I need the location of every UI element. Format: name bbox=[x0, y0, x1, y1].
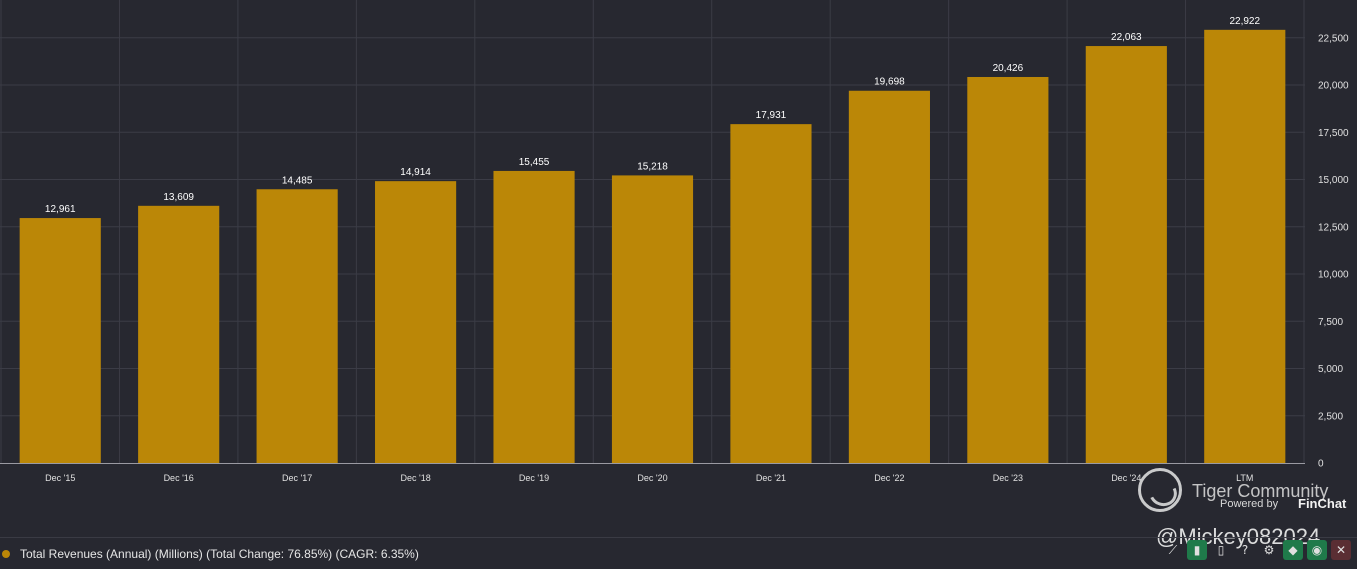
x-tick-label: Dec '22 bbox=[874, 473, 904, 483]
x-axis: Dec '15 Dec '16 Dec '17 Dec '18 Dec '19 Dec '… bbox=[0, 463, 1305, 483]
y-tick-label: 12,500 bbox=[1318, 222, 1349, 233]
help-icon[interactable]: ? bbox=[1241, 543, 1249, 557]
y-tick-label: 15,000 bbox=[1318, 175, 1349, 186]
y-tick-label: 22,500 bbox=[1318, 33, 1349, 44]
bar bbox=[848, 90, 930, 464]
bar-chart-icon[interactable]: ▮ bbox=[1187, 540, 1207, 560]
data-label: 13,609 bbox=[163, 192, 194, 203]
bar bbox=[1085, 46, 1167, 464]
x-tick-label: Dec '15 bbox=[45, 473, 75, 483]
bar bbox=[1204, 29, 1286, 463]
bar bbox=[730, 124, 812, 464]
data-label: 14,914 bbox=[400, 167, 431, 178]
line-chart-icon[interactable]: ⟋ bbox=[1168, 542, 1178, 557]
column-chart-icon[interactable]: ▯ bbox=[1217, 543, 1225, 557]
y-tick-label: 20,000 bbox=[1318, 81, 1349, 92]
x-tick-label: Dec '23 bbox=[993, 473, 1023, 483]
x-tick-label: LTM bbox=[1236, 473, 1253, 483]
y-tick-label: 7,500 bbox=[1318, 317, 1343, 328]
x-tick-label: Dec '18 bbox=[400, 473, 430, 483]
y-tick-label: 0 bbox=[1318, 459, 1324, 470]
x-tick-label: Dec '20 bbox=[637, 473, 667, 483]
bar bbox=[493, 170, 575, 463]
data-label: 22,063 bbox=[1111, 32, 1142, 43]
bars bbox=[19, 29, 1286, 464]
y-tick-label: 17,500 bbox=[1318, 128, 1349, 139]
legend-label: Total Revenues (Annual) (Millions) (Tota… bbox=[20, 546, 419, 561]
y-tick-label: 2,500 bbox=[1318, 411, 1343, 422]
data-label: 12,961 bbox=[45, 204, 76, 215]
x-tick-label: Dec '16 bbox=[164, 473, 194, 483]
data-label: 22,922 bbox=[1229, 16, 1260, 27]
legend-dot bbox=[2, 549, 10, 558]
bar bbox=[611, 175, 694, 463]
data-label: 17,931 bbox=[756, 110, 787, 121]
data-label: 19,698 bbox=[874, 77, 905, 88]
data-label: 15,455 bbox=[519, 157, 550, 168]
revenue-bar-chart: 12,961 13,609 14,485 14,914 15,455 15,218 17,9… bbox=[0, 0, 1349, 483]
x-tick-label: Dec '17 bbox=[282, 473, 312, 483]
close-icon[interactable]: ✕ bbox=[1331, 540, 1351, 560]
y-tick-label: 10,000 bbox=[1318, 270, 1349, 281]
bar bbox=[375, 181, 457, 464]
data-label: 15,218 bbox=[637, 161, 668, 172]
tag-icon[interactable]: ◆ bbox=[1283, 540, 1303, 560]
data-label: 20,426 bbox=[993, 63, 1024, 74]
data-labels: 12,961 13,609 14,485 14,914 15,455 15,218 17,9… bbox=[45, 16, 1261, 215]
data-label: 14,485 bbox=[282, 175, 313, 186]
chart-toolbar: ⟋ ▮ ▯? ⚙ ◆ ◉ ✕ bbox=[1163, 540, 1351, 560]
bar bbox=[967, 76, 1049, 463]
eye-icon[interactable]: ◉ bbox=[1307, 540, 1327, 560]
legend: Total Revenues (Annual) (Millions) (Tota… bbox=[0, 537, 1357, 569]
x-tick-label: Dec '21 bbox=[756, 473, 786, 483]
y-axis: 0 2,500 5,000 7,500 10,000 12,500 15,000 17,500… bbox=[1318, 33, 1349, 469]
bar bbox=[138, 205, 220, 463]
bar bbox=[256, 189, 338, 463]
y-tick-label: 5,000 bbox=[1318, 364, 1343, 375]
x-tick-label: Dec '24 bbox=[1111, 473, 1141, 483]
x-tick-label: Dec '19 bbox=[519, 473, 549, 483]
gear-icon[interactable]: ⚙ bbox=[1263, 543, 1275, 557]
bar bbox=[19, 218, 101, 463]
